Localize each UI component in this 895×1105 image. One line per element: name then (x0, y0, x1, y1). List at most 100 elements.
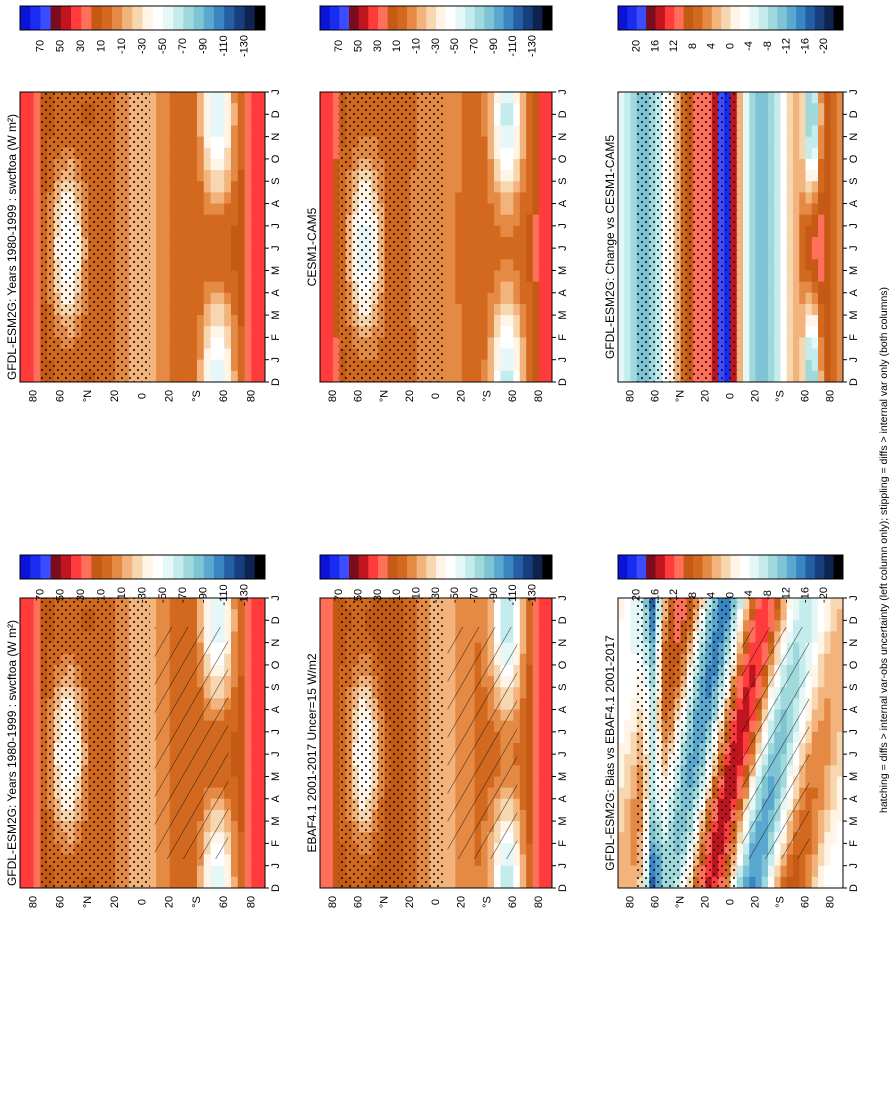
colorbar-label: -110 (507, 35, 519, 56)
heatmap-cell (176, 270, 184, 283)
colorbar-label: -90 (488, 587, 500, 603)
heatmap-cell (768, 620, 775, 632)
heatmap-cell (545, 620, 553, 632)
heatmap-cell (217, 620, 225, 632)
heatmap-cell (481, 876, 489, 889)
colorbar-swatch (378, 6, 389, 30)
heatmap-cell (630, 832, 638, 844)
heatmap-cell (630, 709, 638, 722)
heatmap-cell (618, 598, 625, 610)
heatmap-cell (258, 214, 266, 227)
heatmap-cell (455, 225, 463, 238)
heatmap-cell (539, 609, 547, 621)
heatmap-cell (190, 203, 198, 216)
heatmap-cell (811, 642, 819, 655)
heatmap-cell (162, 303, 171, 316)
latitude-tick-label: 20 (456, 390, 468, 402)
heatmap-cell (251, 326, 259, 338)
heatmap-cell (513, 270, 521, 283)
heatmap-cell (237, 676, 246, 688)
heatmap-cell (761, 598, 769, 610)
heatmap-cell (448, 620, 456, 632)
heatmap-cell (736, 698, 744, 711)
heatmap-cell (156, 214, 164, 227)
heatmap-cell (506, 609, 514, 621)
heatmap-cell (176, 214, 184, 227)
heatmap-cell (455, 854, 463, 867)
heatmap-cell (506, 192, 514, 205)
colorbar-swatch (81, 6, 92, 30)
month-tick-label: M (557, 772, 569, 781)
heatmap-cell (332, 259, 340, 271)
heatmap-cell (183, 103, 191, 115)
heatmap-cell (162, 292, 171, 305)
heatmap-cell (442, 631, 450, 644)
heatmap-cell (532, 203, 540, 216)
colorbar-swatch (91, 555, 103, 579)
heatmap-cell (474, 292, 482, 305)
heatmap-cell (455, 292, 463, 305)
heatmap-cell (532, 843, 540, 856)
heatmap-cell (332, 664, 340, 677)
heatmap-cell (474, 598, 482, 610)
heatmap-cell (33, 676, 41, 688)
heatmap-cell (156, 876, 164, 889)
colorbar-label: -70 (177, 587, 189, 603)
heatmap-cell (539, 214, 547, 227)
heatmap-cell (244, 598, 252, 610)
heatmap-cell (468, 370, 476, 383)
heatmap-cell (442, 125, 450, 138)
heatmap-cell (224, 348, 232, 361)
heatmap-cell (532, 136, 540, 149)
heatmap-cell (836, 676, 844, 688)
heatmap-cell (786, 854, 794, 867)
latitude-tick-label: °S (481, 896, 493, 908)
heatmap-cell (230, 653, 239, 666)
heatmap-cell (618, 676, 625, 688)
heatmap-cell (244, 642, 252, 655)
heatmap-cell (258, 203, 266, 216)
heatmap-cell (251, 114, 259, 126)
heatmap-cell (618, 664, 625, 677)
heatmap-cell (332, 620, 340, 632)
heatmap-cell (824, 676, 831, 688)
heatmap-cell (532, 631, 540, 644)
colorbar-frame (19, 554, 266, 580)
heatmap-cell (332, 598, 340, 610)
colorbar-label: -30 (430, 38, 442, 54)
heatmap-cell (196, 125, 205, 138)
heatmap-cell (190, 598, 198, 610)
heatmap-cell (156, 225, 164, 238)
colorbar-swatch (122, 555, 133, 579)
heatmap-cell (448, 92, 456, 104)
heatmap-cell (545, 787, 553, 800)
heatmap-cell (190, 337, 198, 350)
heatmap-cell (183, 348, 191, 361)
heatmap-cell (258, 303, 266, 316)
heatmap-cell (455, 876, 463, 889)
heatmap-cell (244, 731, 252, 744)
heatmap-cell (169, 281, 178, 294)
heatmap-cell (149, 664, 157, 677)
heatmap-cell (442, 854, 450, 867)
heatmap-cell (624, 809, 631, 822)
heatmap-cell (244, 676, 252, 688)
heatmap-cell (149, 326, 157, 338)
heatmap-cell (33, 798, 41, 811)
heatmap-cell (442, 698, 450, 711)
heatmap-cell (320, 598, 327, 610)
heatmap-cell (224, 876, 232, 889)
colorbar-swatch (455, 555, 466, 579)
heatmap-cell (230, 620, 239, 632)
heatmap-cell (468, 259, 476, 271)
heatmap-cell (33, 731, 41, 744)
heatmap-cell (513, 303, 521, 316)
heatmap-cell (230, 348, 239, 361)
heatmap-cell (217, 598, 225, 610)
heatmap-cell (630, 653, 638, 666)
colorbar-label: -130 (238, 35, 250, 57)
heatmap-cell (624, 720, 631, 733)
heatmap-cell (258, 876, 266, 889)
colorbar-swatch (532, 555, 543, 579)
heatmap-cell (217, 192, 225, 205)
